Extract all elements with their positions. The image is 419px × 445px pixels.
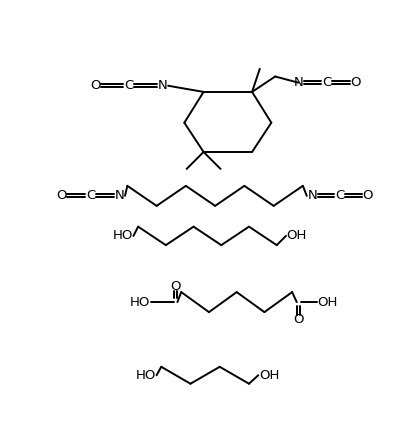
Text: HO: HO — [136, 369, 156, 382]
Text: C: C — [86, 190, 95, 202]
Text: O: O — [350, 76, 360, 89]
Text: C: C — [335, 190, 344, 202]
Text: O: O — [170, 280, 180, 293]
Text: HO: HO — [130, 295, 150, 309]
Text: C: C — [124, 79, 134, 92]
Text: OH: OH — [259, 369, 279, 382]
Text: O: O — [91, 79, 101, 92]
Text: OH: OH — [287, 229, 307, 243]
Text: O: O — [56, 190, 66, 202]
Text: N: N — [293, 76, 303, 89]
Text: O: O — [293, 313, 303, 326]
Text: OH: OH — [317, 295, 338, 309]
Text: N: N — [307, 190, 317, 202]
Text: C: C — [322, 76, 331, 89]
Text: O: O — [362, 190, 373, 202]
Text: HO: HO — [113, 229, 133, 243]
Text: N: N — [158, 79, 168, 92]
Text: N: N — [115, 190, 124, 202]
